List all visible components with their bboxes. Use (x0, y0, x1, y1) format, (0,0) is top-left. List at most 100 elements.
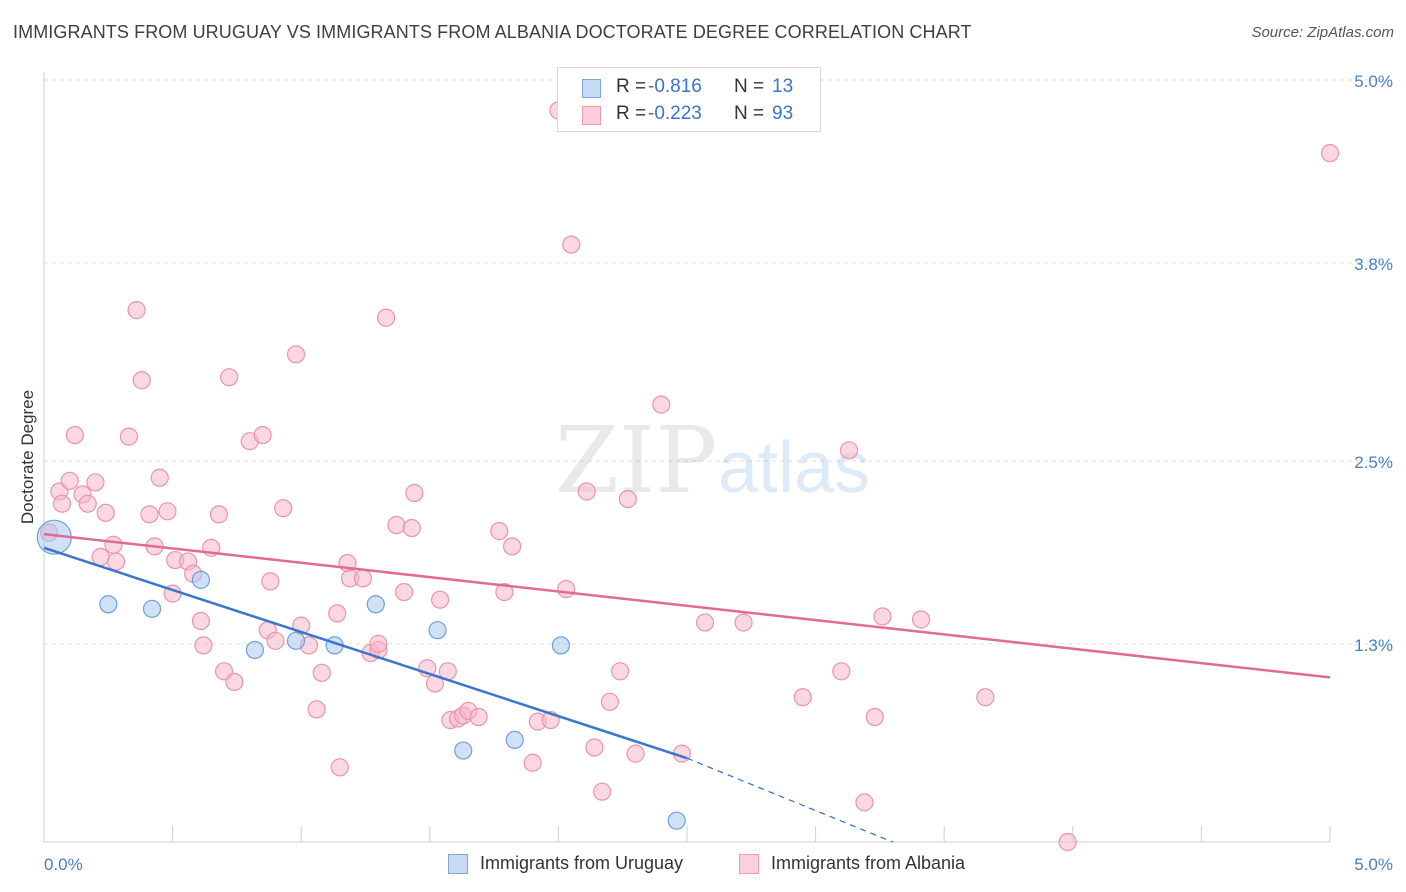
scatter-point (428, 621, 447, 640)
legend-n-label: N = (734, 103, 765, 124)
scatter-point (652, 395, 671, 414)
tick-labels: 1.3% 2.5% 3.8% 5.0% 0.0% 5.0% (44, 72, 1393, 874)
bottom-legend-label-uruguay: Immigrants from Uruguay (480, 853, 684, 873)
scatter-point (911, 610, 931, 629)
albania-points (40, 101, 1340, 852)
scatter-point (286, 345, 306, 364)
scatter-point (274, 499, 293, 518)
scatter-point (60, 471, 79, 490)
scatter-point (734, 613, 753, 632)
scatter-point (132, 371, 151, 390)
scatter-point (330, 758, 349, 777)
legend-n-value: 93 (772, 103, 794, 124)
y-tick-label: 2.5% (1354, 453, 1393, 472)
legend-swatch-uruguay (582, 79, 601, 98)
scatter-point (209, 505, 228, 524)
scatter-point (577, 482, 596, 501)
scatter-point (667, 811, 686, 830)
scatter-point (551, 636, 571, 655)
scatter-point (585, 738, 604, 757)
scatter-point (194, 636, 213, 655)
legend-r-label: R = (616, 103, 647, 124)
scatter-point (353, 569, 373, 588)
y-tick-label: 5.0% (1354, 72, 1393, 91)
scatter-point (150, 468, 169, 487)
legend-r-label: R = (616, 76, 647, 97)
scatter-point (245, 640, 265, 660)
scatter-point (104, 535, 123, 554)
y-tick-label: 3.8% (1354, 255, 1393, 274)
watermark-atlas: atlas (718, 428, 870, 508)
scatter-point (469, 707, 488, 727)
legend-n-label: N = (734, 76, 765, 97)
scatter-point (1058, 832, 1077, 852)
y-tick-label: 1.3% (1354, 636, 1393, 655)
scatter-point (626, 744, 645, 763)
scatter-point (253, 425, 272, 445)
scatter-point (119, 427, 138, 446)
bottom-legend-swatch-albania (739, 854, 759, 874)
legend-r-value: -0.816 (648, 76, 702, 97)
scatter-point (593, 782, 612, 801)
y-axis-label: Doctorate Degree (18, 390, 37, 524)
scatter-point (366, 595, 385, 614)
scatter-point (600, 692, 619, 711)
scatter-point (91, 547, 110, 567)
scatter-point (1320, 144, 1340, 163)
scatter-point (191, 611, 210, 631)
scatter-point (52, 494, 72, 513)
scatter-point (158, 502, 177, 521)
scatter-point (328, 604, 347, 623)
bottom-legend-swatch-uruguay (448, 854, 468, 874)
trend-lines (43, 532, 1331, 843)
scatter-point (369, 634, 388, 653)
scatter-point (503, 537, 522, 556)
scatter-point (266, 631, 285, 650)
x-tick-label: 5.0% (1354, 855, 1393, 874)
scatter-point (65, 425, 84, 445)
chart-title: IMMIGRANTS FROM URUGUAY VS IMMIGRANTS FR… (13, 22, 972, 42)
scatter-point (402, 518, 421, 538)
scatter-point (99, 595, 118, 614)
scatter-point (78, 494, 97, 513)
scatter-point (220, 368, 239, 387)
scatter-point (394, 582, 414, 602)
scatter-point (976, 688, 995, 707)
legend-r-value: -0.223 (648, 103, 702, 124)
uruguay-points (36, 519, 686, 830)
trend-line (43, 532, 1331, 679)
correlation-legend: R = -0.816 N = 13 R = -0.223 N = 93 (557, 67, 821, 132)
scatter-point (454, 741, 473, 760)
x-tick-label: 0.0% (44, 855, 83, 874)
scatter-point (618, 490, 637, 509)
scatter-point (832, 662, 851, 681)
scatter-point (430, 590, 450, 609)
scatter-point (376, 308, 396, 327)
scatter-point (557, 579, 576, 599)
scatter-point (140, 505, 159, 524)
scatter-point (225, 672, 244, 692)
watermark: ZIP atlas (555, 407, 870, 514)
scatter-point (490, 522, 509, 541)
scatter-point (86, 473, 105, 492)
scatter-point (611, 662, 630, 681)
legend-swatch-albania (582, 106, 601, 125)
scatter-point (142, 599, 162, 618)
scatter-point (839, 441, 859, 460)
scatter-point (523, 753, 542, 772)
chart-source: Source: ZipAtlas.com (1251, 24, 1394, 41)
scatter-point (495, 582, 514, 602)
legend-n-value: 13 (772, 76, 794, 97)
scatter-point (286, 631, 306, 650)
scatter-point (387, 515, 406, 535)
scatter-point (261, 572, 280, 591)
scatter-point (695, 613, 715, 632)
scatter-point (865, 707, 884, 727)
scatter-point (307, 700, 326, 719)
scatter-point (405, 483, 424, 503)
scatter-point (505, 730, 524, 749)
scatter-point (873, 607, 892, 626)
scatter-point (562, 235, 581, 254)
bottom-legend-label-albania: Immigrants from Albania (771, 853, 966, 873)
